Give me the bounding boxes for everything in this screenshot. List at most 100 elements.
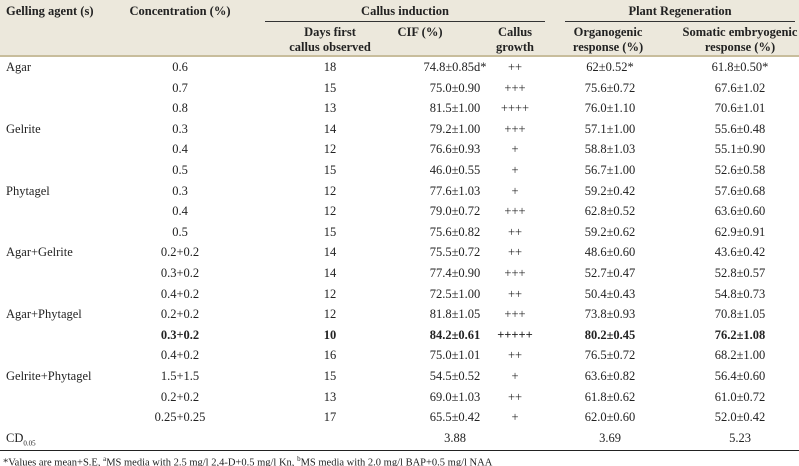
- cell-somatic-response: 52.0±0.42: [714, 410, 766, 425]
- cd-somatic: 5.23: [729, 430, 751, 445]
- cell-days-first-callus: 15: [323, 80, 337, 95]
- cell-somatic-response: 52.8±0.57: [714, 266, 766, 280]
- footnote: *Values are mean+S.E, aMS media with 2.5…: [3, 455, 492, 466]
- cell-callus-growth: +: [511, 369, 519, 383]
- cell-callus-growth: +: [511, 142, 519, 157]
- cell-days-first-callus: 15: [323, 369, 337, 383]
- growth-line1: Callus: [497, 25, 533, 39]
- table-row: 0.7 15 75.0±0.90 +++ 75.6±0.72 67.6±1.02: [0, 78, 799, 98]
- cell-concentration: 0.6: [172, 60, 188, 74]
- header-plant-regeneration: Plant Regeneration: [628, 4, 732, 18]
- cell-concentration: 0.4: [172, 204, 188, 219]
- cell-cif: 81.8±1.05: [429, 307, 481, 322]
- footnote-part1: *Values are mean+S.E,: [3, 457, 104, 466]
- cell-organogenic-response: 56.7±1.00: [584, 163, 636, 177]
- cell-somatic-response: 62.9±0.91: [714, 224, 766, 239]
- cell-days-first-callus: 12: [323, 142, 337, 157]
- cell-somatic-response: 61.8±0.50*: [711, 60, 769, 74]
- table-row: Phytagel 0.3 12 77.6±1.03 +59.2±0.42 57.6±0.6…: [0, 181, 799, 201]
- table-row: Agar 0.6 18 74.8±0.85d* ++ 62±0.52* 61.8±0.50*: [0, 57, 799, 77]
- cell-gelling-agent: Phytagel: [6, 183, 50, 198]
- cd-subscript: 0.05: [23, 439, 36, 448]
- cell-concentration: 0.3: [172, 183, 188, 198]
- cell-gelling-agent: Gelrite+Phytagel: [6, 369, 92, 383]
- cell-days-first-callus: 12: [323, 183, 337, 198]
- table-row: Gelrite 0.3 14 79.2±1.00 +++ 57.1±1.00 55.6±0.…: [0, 119, 799, 139]
- cell-cif: 81.5±1.00: [429, 101, 481, 116]
- table-row: 0.4+0.2 12 72.5±1.00 ++ 50.4±0.43 54.8±0.73: [0, 284, 799, 304]
- cell-concentration: 0.8: [172, 101, 188, 116]
- cell-cif: 75.6±0.82: [429, 224, 481, 239]
- somatic-line1: Somatic embryogenic: [682, 25, 798, 39]
- cell-days-first-callus: 12: [323, 286, 337, 301]
- cell-somatic-response: 63.6±0.60: [714, 204, 766, 219]
- cell-cif: 84.2±0.61: [429, 327, 481, 342]
- cell-organogenic-response: 50.4±0.43: [584, 286, 636, 301]
- organo-line1: Organogenic: [573, 25, 643, 39]
- table-row: 0.2+0.2 13 69.0±1.03 ++ 61.8±0.62 61.0±0.72: [0, 387, 799, 407]
- cell-somatic-response: 57.6±0.68: [714, 183, 766, 198]
- cell-callus-growth: +++: [504, 80, 526, 95]
- cell-somatic-response: 67.6±1.02: [714, 80, 766, 95]
- cell-somatic-response: 55.6±0.48: [714, 121, 766, 136]
- header-callus-growth: Callus growth: [496, 25, 534, 55]
- header-organogenic: Organogenic response (%): [573, 25, 643, 55]
- table-row: 0.5 15 46.0±0.55 +56.7±1.00 52.6±0.58: [0, 160, 799, 180]
- table-header: Gelling agent (s) Concentration (%) Call…: [0, 0, 799, 57]
- cell-concentration: 0.5: [172, 163, 188, 177]
- cell-organogenic-response: 62.8±0.52: [584, 204, 636, 219]
- table-row: 0.4 12 76.6±0.93 +58.8±1.03 55.1±0.90: [0, 139, 799, 159]
- cell-callus-growth: +: [511, 410, 519, 425]
- header-cif: CIF (%): [397, 25, 443, 39]
- cell-days-first-callus: 18: [323, 60, 337, 74]
- cell-days-first-callus: 14: [323, 245, 337, 260]
- cell-days-first-callus: 15: [323, 224, 337, 239]
- cell-somatic-response: 61.0±0.72: [714, 389, 766, 404]
- cell-callus-growth: +++: [504, 307, 526, 322]
- header-callus-induction: Callus induction: [361, 4, 449, 18]
- days-line1: Days first: [304, 25, 356, 39]
- growth-line2: growth: [496, 40, 534, 54]
- cell-cif: 46.0±0.55: [429, 163, 481, 177]
- cell-cif: 74.8±0.85d*: [423, 60, 487, 74]
- cell-gelling-agent: Agar: [6, 60, 31, 74]
- footnote-sup-a: a: [103, 455, 107, 463]
- header-gelling-agent: Gelling agent (s): [6, 4, 94, 18]
- days-line2: callus observed: [289, 40, 371, 54]
- cell-callus-growth: ++: [507, 389, 523, 404]
- cell-days-first-callus: 13: [323, 101, 337, 116]
- cell-days-first-callus: 17: [323, 410, 337, 425]
- table-row: 0.5 15 75.6±0.82 ++ 59.2±0.62 62.9±0.91: [0, 222, 799, 242]
- cell-concentration: 0.2+0.2: [160, 307, 200, 322]
- cell-cif: 76.6±0.93: [429, 142, 481, 157]
- cell-days-first-callus: 16: [323, 348, 337, 363]
- cd-label: CD0.05: [6, 431, 36, 448]
- cell-cif: 54.5±0.52: [429, 369, 481, 383]
- cell-concentration: 0.4+0.2: [160, 286, 200, 301]
- cell-organogenic-response: 52.7±0.47: [584, 266, 636, 280]
- cell-days-first-callus: 15: [323, 163, 337, 177]
- cell-somatic-response: 54.8±0.73: [714, 286, 766, 301]
- footnote-part3: MS media with 2.0 mg/l BAP+0.5 mg/l NAA: [300, 457, 493, 466]
- cell-concentration: 0.4+0.2: [160, 348, 200, 363]
- cell-callus-growth: ++++: [500, 101, 530, 116]
- cell-organogenic-response: 76.0±1.10: [584, 101, 636, 116]
- cell-callus-growth: +++: [504, 266, 526, 280]
- footnote-part2: MS media with 2.5 mg/l 2,4-D+0.5 mg/l Kn…: [106, 457, 298, 466]
- cell-concentration: 0.2+0.2: [160, 245, 200, 260]
- cell-cif: 69.0±1.03: [429, 389, 481, 404]
- cell-callus-growth: +: [511, 183, 519, 198]
- cell-organogenic-response: 62.0±0.60: [584, 410, 636, 425]
- cell-organogenic-response: 76.5±0.72: [584, 348, 636, 363]
- cell-cif: 77.4±0.90: [429, 266, 481, 280]
- table-row: 0.4+0.2 16 75.0±1.01 ++ 76.5±0.72 68.2±1.00: [0, 345, 799, 365]
- cell-callus-growth: +: [511, 163, 519, 177]
- cell-concentration: 0.7: [172, 80, 188, 95]
- somatic-line2: response (%): [704, 40, 776, 54]
- cell-somatic-response: 76.2±1.08: [714, 327, 766, 342]
- cell-gelling-agent: Agar+Phytagel: [6, 307, 82, 322]
- cell-organogenic-response: 80.2±0.45: [584, 327, 636, 342]
- cell-days-first-callus: 14: [323, 266, 337, 280]
- cell-cif: 72.5±1.00: [429, 286, 481, 301]
- cell-somatic-response: 55.1±0.90: [714, 142, 766, 157]
